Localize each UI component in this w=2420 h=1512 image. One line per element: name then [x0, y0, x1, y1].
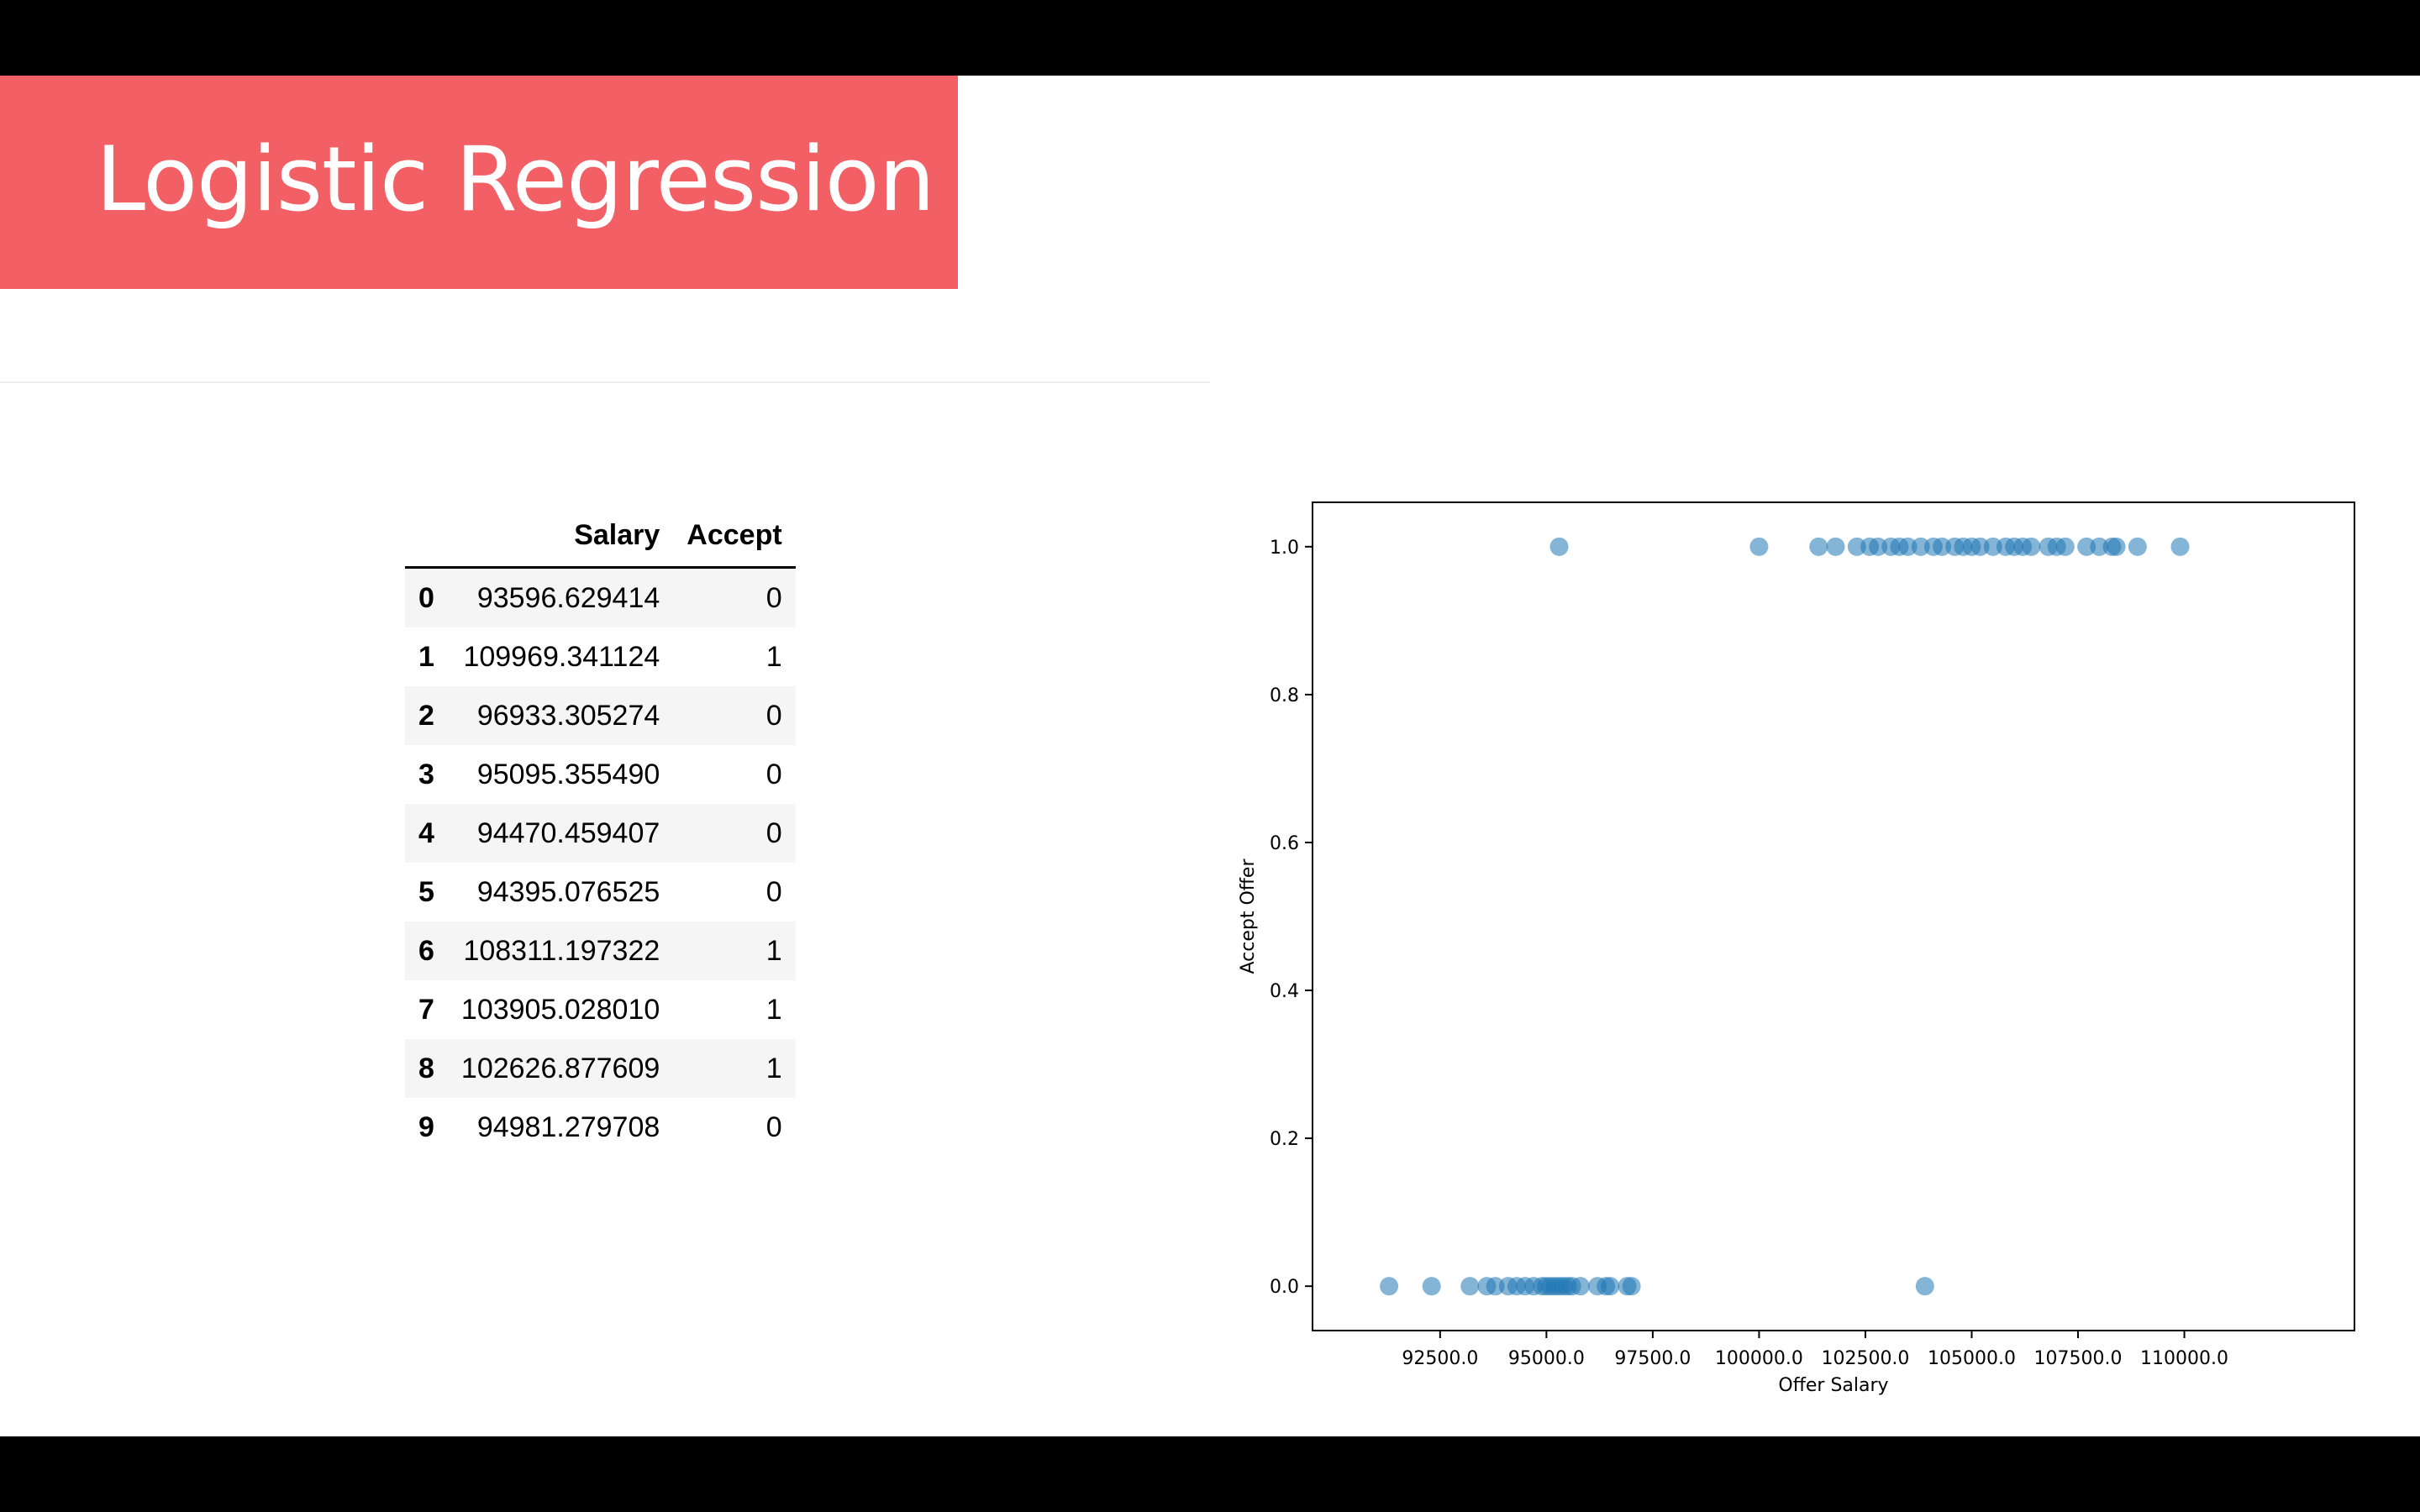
x-tick-label: 97500.0: [1614, 1348, 1691, 1369]
table-row: 3 95095.355490 0: [405, 745, 796, 804]
accept-cell: 0: [765, 581, 782, 614]
data-point: [2170, 537, 2190, 556]
x-tick-label: 95000.0: [1508, 1348, 1585, 1369]
data-point: [1622, 1277, 1641, 1296]
row-index: 9: [418, 1110, 434, 1143]
row-index: 6: [418, 934, 434, 967]
slide: Logistic Regression: [0, 76, 2420, 1436]
row-index: 5: [418, 875, 434, 908]
title-bar: Logistic Regression: [0, 76, 958, 289]
table-row: 6 108311.197322 1: [405, 921, 796, 980]
accept-cell: 0: [765, 816, 782, 849]
data-point: [1749, 537, 1769, 556]
scatter-chart: 92500.0 95000.0 97500.0 100000.0 102500.0 105…: [1238, 501, 2355, 1396]
divider: [0, 381, 1210, 383]
salary-cell: 103905.028010: [460, 993, 660, 1026]
plot-area: [1312, 501, 2355, 1331]
salary-cell: 102626.877609: [460, 1052, 660, 1084]
x-tick-label: 107500.0: [2034, 1348, 2123, 1369]
x-axis-label: Offer Salary: [1778, 1375, 1888, 1396]
y-tick-label: 0.0: [1270, 1277, 1299, 1298]
row-index: 7: [418, 993, 434, 1026]
x-tick-label: 105000.0: [1928, 1348, 2016, 1369]
data-point: [1809, 537, 1828, 556]
row-index: 0: [418, 581, 434, 614]
data-point: [2107, 537, 2126, 556]
accept-cell: 0: [765, 875, 782, 908]
data-point: [1460, 1277, 1480, 1296]
table-row: 7 103905.028010 1: [405, 980, 796, 1039]
table-row: 5 94395.076525 0: [405, 863, 796, 921]
data-point: [2077, 537, 2096, 556]
accept-cell: 1: [765, 640, 782, 673]
data-point: [1983, 537, 2002, 556]
data-point: [1601, 1277, 1620, 1296]
x-tick-label: 100000.0: [1715, 1348, 1803, 1369]
data-point: [1549, 537, 1569, 556]
table-row: 4 94470.459407 0: [405, 804, 796, 863]
column-header-accept: Accept: [673, 504, 796, 569]
table-row: 1 109969.341124 1: [405, 627, 796, 686]
table-row: 0 93596.629414 0: [405, 567, 796, 627]
accept-cell: 0: [765, 1110, 782, 1143]
accept-cell: 1: [765, 1052, 782, 1084]
row-index: 4: [418, 816, 434, 849]
accept-cell: 0: [765, 699, 782, 732]
x-tick-label: 110000.0: [2140, 1348, 2228, 1369]
table-body: 0 93596.629414 0 1 109969.341124 1 2 96933.3052…: [405, 567, 796, 1158]
row-index: 1: [418, 640, 434, 673]
slide-title: Logistic Regression: [96, 128, 935, 231]
salary-cell: 94981.279708: [476, 1110, 660, 1143]
salary-cell: 93596.629414: [476, 581, 660, 614]
row-index: 8: [418, 1052, 434, 1084]
salary-cell: 94395.076525: [476, 875, 660, 908]
table-row: 2 96933.305274 0: [405, 686, 796, 745]
data-point: [1380, 1277, 1399, 1296]
data-point: [1915, 1277, 1934, 1296]
column-header-salary: Salary: [447, 504, 674, 569]
data-point: [2055, 537, 2075, 556]
x-axis: 92500.0 95000.0 97500.0 100000.0 102500.0 105…: [1402, 1331, 2228, 1369]
index-header: [405, 504, 448, 569]
data-point: [1826, 537, 1845, 556]
data-point: [1422, 1277, 1441, 1296]
table-header-row: Salary Accept: [405, 504, 796, 569]
row-index: 3: [418, 758, 434, 790]
data-point: [2128, 537, 2147, 556]
y-axis-label: Accept Offer: [1238, 858, 1259, 974]
table-row: 9 94981.279708 0: [405, 1098, 796, 1157]
table-row: 8 102626.877609 1: [405, 1039, 796, 1098]
data-point: [2022, 537, 2041, 556]
x-tick-label: 102500.0: [1821, 1348, 1909, 1369]
data-point: [1911, 537, 1930, 556]
data-points: [1380, 537, 2190, 1296]
y-tick-label: 1.0: [1270, 538, 1299, 559]
x-tick-label: 92500.0: [1402, 1348, 1478, 1369]
y-axis: 0.0 0.2 0.4 0.6 0.8 1.0: [1270, 538, 1313, 1298]
data-point: [1869, 537, 1888, 556]
accept-cell: 1: [765, 934, 782, 967]
data-point: [1570, 1277, 1590, 1296]
y-tick-label: 0.4: [1270, 981, 1299, 1002]
y-tick-label: 0.6: [1270, 833, 1299, 854]
salary-cell: 108311.197322: [463, 934, 660, 967]
salary-cell: 96933.305274: [476, 699, 660, 732]
accept-cell: 1: [765, 993, 782, 1026]
dataframe-table: Salary Accept 0 93596.629414 0 1 109969.3411…: [405, 504, 796, 1157]
row-index: 2: [418, 699, 434, 732]
accept-cell: 0: [765, 758, 782, 790]
data-point: [2090, 537, 2109, 556]
salary-cell: 109969.341124: [463, 640, 660, 673]
data-point: [1933, 537, 1952, 556]
salary-cell: 95095.355490: [476, 758, 660, 790]
y-tick-label: 0.8: [1270, 685, 1299, 706]
data-point: [1898, 537, 1918, 556]
data-point: [1847, 537, 1866, 556]
data-point: [1486, 1277, 1505, 1296]
data-point: [1970, 537, 1990, 556]
y-tick-label: 0.2: [1270, 1129, 1299, 1150]
salary-cell: 94470.459407: [476, 816, 660, 849]
